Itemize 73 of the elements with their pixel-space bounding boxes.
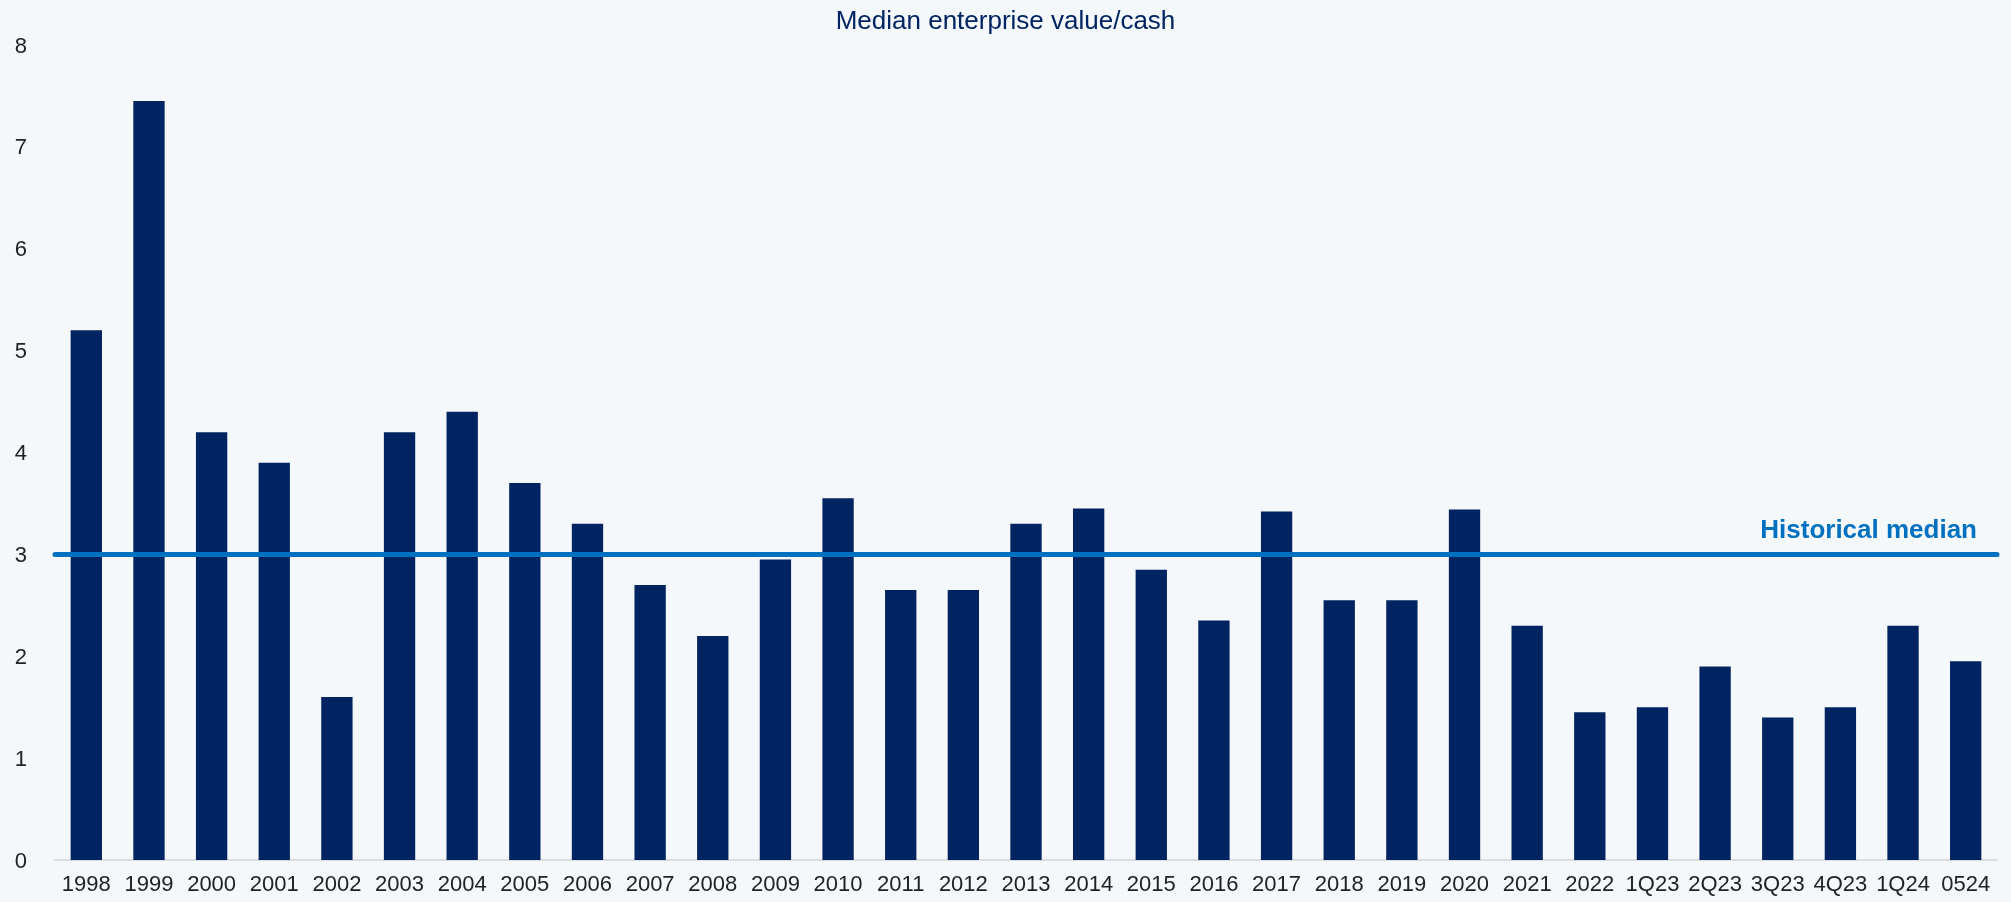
bar [1699,666,1731,860]
y-tick-label: 3 [14,541,27,567]
y-tick-label: 6 [14,236,27,262]
y-tick-label: 1 [14,745,27,771]
bar [1636,707,1669,860]
x-tick-label: 2000 [187,870,237,896]
x-tick-label: 2010 [813,870,863,896]
bar [321,697,353,860]
x-tick-label: 2020 [1440,870,1489,896]
bar [571,523,604,860]
x-tick-label: 2009 [750,870,800,896]
bar [885,590,917,860]
x-tick-label: 2002 [312,870,362,896]
bar [133,101,165,860]
bar [509,483,541,860]
x-tick-label: 1Q24 [1876,870,1930,896]
bar [446,411,478,860]
x-tick-label: 1999 [124,870,174,896]
y-tick-label: 0 [14,847,27,873]
y-tick-label: 7 [14,134,27,160]
x-tick-label: 1Q23 [1625,870,1680,896]
bar [1135,569,1167,860]
bar [1072,508,1105,860]
bar [1762,717,1794,860]
bar [383,432,416,860]
x-tick-label: 2004 [437,870,487,896]
x-tick-label: 2017 [1252,870,1302,896]
x-tick-label: 2012 [938,870,988,896]
bar [1386,600,1418,860]
bar [70,330,102,860]
y-tick-label: 2 [14,643,27,669]
chart-title: Median enterprise value/cash [835,5,1176,35]
bar [1010,523,1042,860]
x-tick-label: 1998 [61,870,111,896]
x-tick-label: 2007 [625,870,675,896]
bar [1198,620,1230,860]
x-tick-label: 2014 [1064,870,1114,896]
ref-line-label: Historical median [1760,514,1977,545]
bar [947,590,980,860]
bar [697,635,729,860]
x-tick-label: 2013 [1001,870,1051,896]
bar [1448,509,1481,860]
bar [759,559,792,860]
bar [258,462,290,860]
x-tick-label: 2Q23 [1688,870,1743,896]
y-tick-label: 5 [14,338,27,364]
x-tick-label: 2019 [1377,870,1427,896]
x-tick-label: 2008 [688,870,738,896]
bar [1511,625,1543,860]
bar [1887,625,1919,860]
x-tick-label: 2001 [249,870,299,896]
bar [195,432,228,860]
bar [1260,511,1293,860]
y-tick-label: 4 [14,440,27,465]
x-tick-label: 2005 [500,870,550,896]
x-tick-label: 2003 [375,870,425,896]
y-tick-label: 8 [14,32,27,58]
x-tick-label: 2022 [1565,870,1615,896]
x-tick-label: 2006 [563,870,612,896]
x-tick-label: 3Q23 [1750,870,1805,896]
x-tick-label: 0524 [1941,870,1991,896]
bar [634,584,666,860]
x-tick-label: 2011 [877,870,925,896]
bar [1574,712,1606,860]
bar [1323,600,1355,860]
x-tick-label: 4Q23 [1813,870,1868,896]
x-tick-label: 2018 [1314,870,1364,896]
x-tick-label: 2021 [1502,870,1552,896]
x-tick-label: 2016 [1189,870,1239,896]
x-tick-label: 2015 [1126,870,1176,896]
bar [1824,707,1857,860]
bar [822,498,854,860]
bar [1950,661,1982,860]
